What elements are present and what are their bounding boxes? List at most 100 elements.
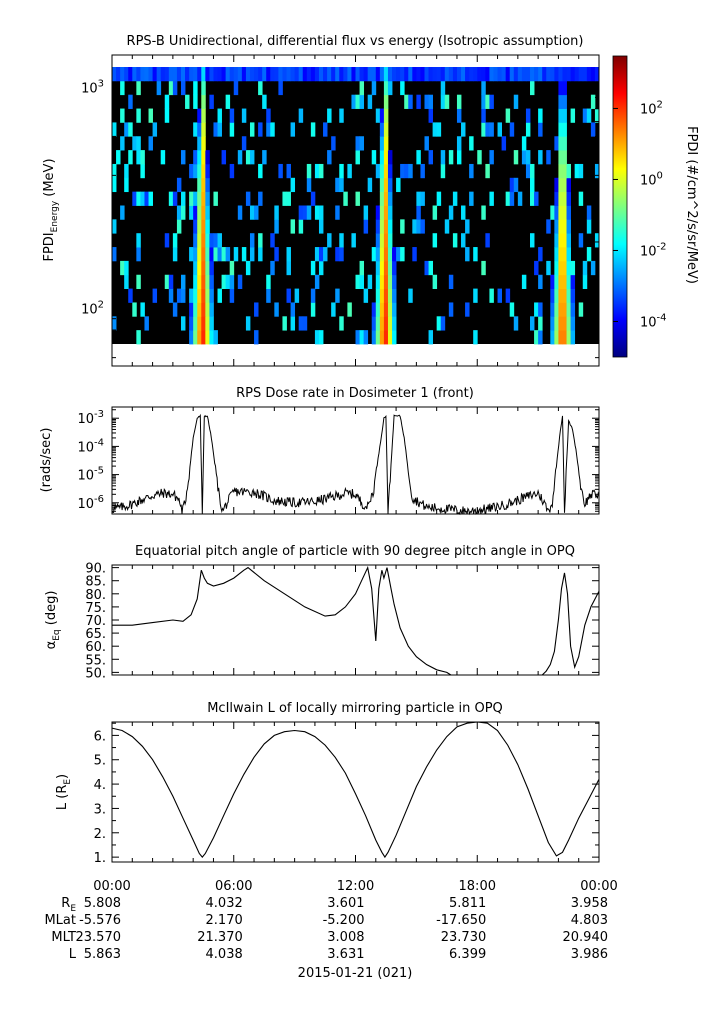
spectrogram-cell xyxy=(120,80,125,96)
spectrogram-cell xyxy=(379,205,385,220)
spectrogram-cell xyxy=(586,67,592,82)
spectrogram-cell xyxy=(156,67,162,82)
ephemeris-value: 5.808 xyxy=(84,896,121,911)
pitch-angle-y-tick-label: 85. xyxy=(85,575,106,590)
spectrogram-cell xyxy=(473,330,478,345)
spectrogram-cell xyxy=(379,108,385,123)
spectrogram-cell xyxy=(209,302,214,317)
spectrogram-cell xyxy=(112,247,117,262)
spectrogram-cell xyxy=(217,67,222,82)
spectrogram-cell xyxy=(290,67,296,82)
spectrogram-cell xyxy=(412,219,417,234)
spectrogram-cell xyxy=(375,302,381,317)
spectrogram-cell xyxy=(237,150,243,165)
spectrogram-cell xyxy=(432,122,438,137)
spectrogram-cell xyxy=(120,67,125,82)
spectrogram-cell xyxy=(550,302,555,317)
spectrogram-cell xyxy=(318,330,324,345)
spectrogram-cell xyxy=(461,205,466,220)
spectrogram-cell xyxy=(359,80,365,96)
spectrogram-cell xyxy=(213,67,218,82)
spectrogram-cell xyxy=(363,205,369,220)
mcilwain-l-series-line xyxy=(111,721,600,859)
spectrogram-cell xyxy=(258,80,263,96)
spectrogram-cell xyxy=(554,67,559,82)
spectrogram-cell xyxy=(392,274,397,289)
spectrogram-cell xyxy=(189,302,194,317)
spectrogram-cell xyxy=(116,150,121,165)
spectrogram-cell xyxy=(420,219,425,234)
spectrogram-cell xyxy=(546,260,551,276)
spectrogram-cell xyxy=(428,108,434,123)
spectrogram-cell xyxy=(379,247,385,262)
spectrogram-cell xyxy=(128,122,133,137)
spectrogram-cell xyxy=(513,67,519,82)
spectrogram-cell xyxy=(217,288,222,303)
spectrogram-cell xyxy=(387,247,393,262)
spectrogram-cell xyxy=(383,108,389,123)
spectrogram-cell xyxy=(550,288,555,303)
spectrogram-cell xyxy=(217,122,222,137)
spectrogram-cell xyxy=(554,205,559,220)
spectrogram-cell xyxy=(112,316,117,331)
spectrogram-cell xyxy=(530,177,535,193)
spectrogram-cell xyxy=(116,67,121,82)
spectrogram-cell xyxy=(375,108,381,123)
spectrogram-cell xyxy=(387,274,393,289)
spectrogram-cell xyxy=(229,108,235,123)
spectrogram-cell xyxy=(112,122,117,137)
mcilwain-l-y-tick-label: 6. xyxy=(94,729,106,744)
spectrogram-cell xyxy=(570,302,576,317)
spectrogram-cell xyxy=(530,67,535,82)
spectrogram-cell xyxy=(485,233,490,248)
spectrogram-cell xyxy=(164,274,170,289)
spectrogram-cell xyxy=(562,67,567,82)
spectrogram-cell xyxy=(383,80,389,96)
spectrogram-cell xyxy=(440,150,446,165)
spectrogram-cell xyxy=(128,288,133,303)
spectrogram-cell xyxy=(448,150,454,165)
spectrogram-cell xyxy=(266,67,271,82)
spectrogram-cell xyxy=(302,316,308,331)
spectrogram-cell xyxy=(286,67,291,82)
spectrogram-cell xyxy=(578,191,584,206)
spectrogram-cell xyxy=(456,94,462,109)
spectrogram-cell xyxy=(566,288,571,303)
spectrogram-cell xyxy=(197,247,202,262)
spectrogram-cell xyxy=(558,94,563,109)
spectrogram-cell xyxy=(278,67,283,82)
spectrogram-cell xyxy=(197,274,202,289)
spectrogram-cell xyxy=(465,302,470,317)
spectrogram-cell xyxy=(148,191,153,206)
spectrogram-cell xyxy=(509,191,515,206)
spectrogram-cell xyxy=(335,288,340,303)
spectrogram-cell xyxy=(375,67,381,82)
spectrogram-cell xyxy=(416,205,421,220)
spectrogram-cell xyxy=(525,163,531,179)
spectrogram-cell xyxy=(168,67,174,82)
spectrogram-cell xyxy=(176,177,182,193)
spectrogram-cell xyxy=(249,67,255,82)
spectrogram-cell xyxy=(590,94,596,109)
spectrogram-cell xyxy=(249,247,255,262)
spectrogram-cell xyxy=(197,150,202,165)
spectrogram-cell xyxy=(286,163,291,179)
mcilwain-l-y-tick-label: 4. xyxy=(94,778,106,793)
spectrogram-cell xyxy=(172,191,178,206)
spectrogram-cell xyxy=(379,122,385,137)
spectrogram-cell xyxy=(132,67,137,82)
spectrogram-cell xyxy=(205,302,210,317)
ephemeris-value: 4.803 xyxy=(571,913,608,928)
spectrogram-cell xyxy=(375,316,381,331)
spectrogram-cell xyxy=(424,94,429,109)
spectrogram-cell xyxy=(306,67,312,82)
spectrogram-cell xyxy=(172,233,178,248)
spectrogram-cell xyxy=(517,67,523,82)
mcilwain-l-frame xyxy=(111,721,600,863)
spectrogram-cell xyxy=(262,150,267,165)
spectrogram-cell xyxy=(404,67,409,82)
spectrogram-cell xyxy=(168,274,174,289)
spectrogram-cell xyxy=(396,247,401,262)
spectrogram-cell xyxy=(383,163,389,179)
spectrogram-cell xyxy=(586,247,592,262)
